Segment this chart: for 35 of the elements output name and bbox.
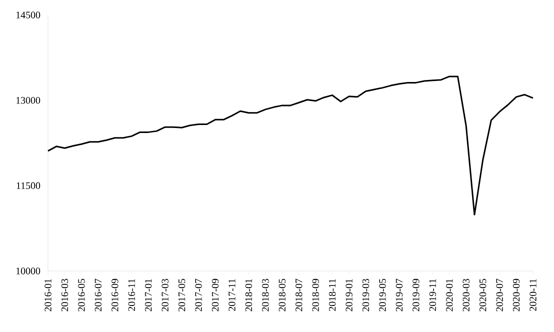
x-tick-label: 2020-09 — [512, 278, 520, 312]
x-tick-label: 2017-01 — [144, 279, 152, 312]
x-tick-label: 2017-05 — [178, 278, 186, 312]
line-series — [47, 76, 534, 216]
x-tick-label: 2019-05 — [379, 278, 386, 312]
x-tick-label: 2020-03 — [462, 278, 470, 312]
x-tick-label: 2016-09 — [112, 278, 118, 312]
x-tick-label: 2019-11 — [429, 279, 436, 311]
x-tick-label: 2017-11 — [228, 279, 236, 311]
y-tick-label: 14500 — [16, 12, 40, 18]
x-tick-label: 2016-05 — [78, 278, 85, 312]
y-tick-label: 13000 — [16, 96, 40, 104]
x-tick-label: 2016-03 — [61, 278, 68, 312]
x-tick-label: 2018-09 — [312, 278, 319, 312]
x-tick-label: 2018-11 — [328, 279, 336, 311]
x-tick-label: 2019-03 — [362, 278, 370, 312]
x-tick-label: 2019-09 — [412, 278, 420, 312]
x-tick-label: 2019-07 — [396, 278, 403, 312]
x-tick-label: 2020-11 — [530, 279, 536, 311]
x-tick-label: 2017-09 — [212, 278, 219, 312]
x-tick-label: 2020-07 — [496, 278, 503, 312]
x-tick-label: 2019-01 — [346, 279, 352, 312]
x-tick-label: 2020-01 — [446, 279, 453, 312]
x-tick-label: 2018-05 — [278, 278, 286, 312]
x-tick-label: 2016-07 — [94, 278, 102, 312]
x-tick-label: 2017-03 — [162, 278, 168, 312]
x-tick-label: 2016-01 — [44, 279, 52, 312]
x-tick-label: 2016-11 — [128, 279, 135, 311]
x-tick-label: 2018-01 — [245, 279, 252, 312]
y-tick-label: 10000 — [16, 268, 40, 274]
x-tick-label: 2018-07 — [296, 278, 302, 312]
x-tick-label: 2017-07 — [195, 278, 202, 312]
y-tick-label: 11500 — [16, 182, 40, 190]
x-tick-label: 2018-03 — [262, 278, 269, 312]
x-tick-label: 2020-05 — [479, 278, 486, 312]
